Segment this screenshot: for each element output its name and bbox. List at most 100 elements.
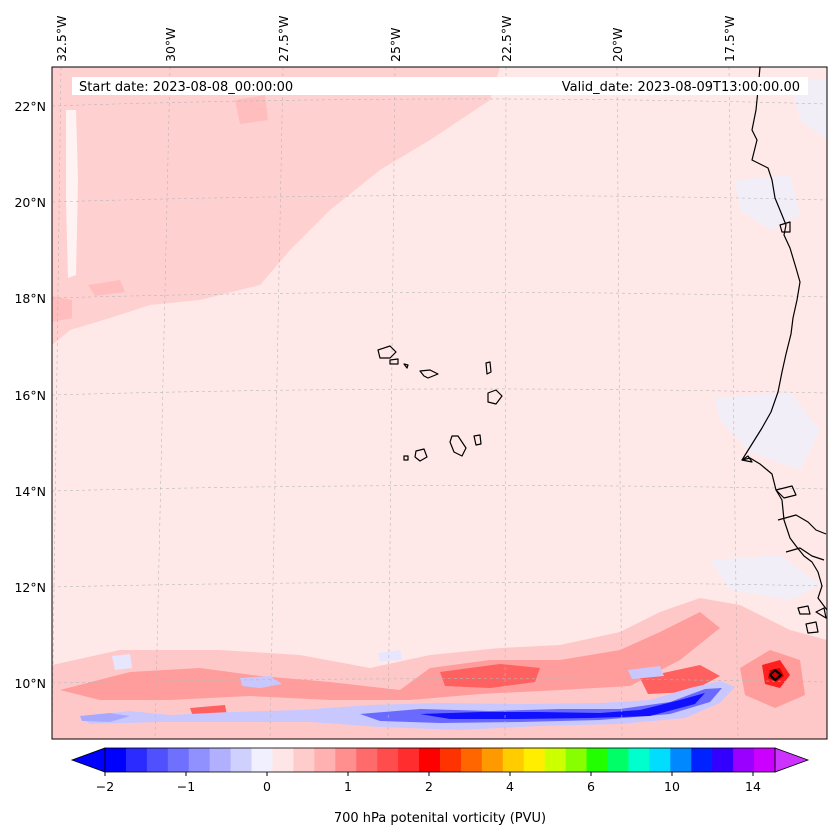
colorbar-cell: [105, 748, 127, 772]
coast-guinea-bissau-1: [777, 514, 827, 535]
colorbar-cell: [251, 748, 273, 772]
pv-light-region-nw: [52, 67, 500, 345]
longitude-labels: 32.5°W 30°W 27.5°W 25°W 22.5°W 20°W 17.5…: [54, 16, 737, 62]
island-maio: [473, 434, 482, 446]
gridlines: [52, 67, 827, 739]
lat-label-20n: 20°N: [14, 195, 46, 210]
colorbar-min-extension: [70, 747, 106, 773]
pv-maximum-contour: [768, 668, 783, 682]
lon-label-22-5w: 22.5°W: [499, 16, 514, 62]
colorbar-cell: [565, 748, 588, 772]
pv-negative-band-core: [420, 693, 705, 719]
colorbar-cell: [670, 748, 692, 772]
pv-light-spot-2: [235, 95, 268, 124]
africa-coastline: [741, 67, 827, 611]
pv-core-east: [640, 665, 720, 694]
colorbar-cell: [167, 748, 190, 772]
colorbar-cell: [691, 748, 713, 772]
cb-tick-label: 4: [506, 779, 514, 794]
latitude-labels: 22°N 20°N 18°N 16°N 14°N 12°N 10°N: [14, 99, 46, 691]
colorbar-cell: [146, 748, 169, 772]
pv-negative-small-east: [628, 666, 664, 679]
colorbar-cell: [398, 748, 420, 772]
lon-label-25w: 25°W: [388, 27, 403, 62]
colorbar-cells: [105, 748, 776, 772]
colorbar-cell: [733, 748, 755, 772]
pv-south-band-mid: [60, 612, 720, 700]
cb-tick-label: −1: [177, 779, 195, 794]
lon-label-27-5w: 27.5°W: [276, 16, 291, 62]
colorbar-cell: [440, 748, 462, 772]
colorbar-cell: [649, 748, 671, 772]
colorbar-cell: [754, 748, 776, 772]
colorbar-cell: [544, 748, 567, 772]
island-santo-antao: [377, 345, 397, 359]
island-boa-vista: [487, 389, 503, 405]
island-sao-vicente: [389, 358, 399, 365]
pv-core-central: [440, 664, 540, 688]
coast-bijagos-2: [805, 621, 819, 634]
colorbar-cell: [125, 748, 148, 772]
colorbar-cell: [502, 748, 525, 772]
pv-negative-small-mid: [240, 676, 282, 688]
lat-label-16n: 16°N: [14, 388, 46, 403]
cb-tick-label: 2: [425, 779, 433, 794]
pv-negative-small-2: [112, 654, 132, 670]
colorbar-title: 700 hPa potenital vorticity (PVU): [334, 811, 546, 826]
island-santa-luzia: [403, 363, 409, 369]
colorbar-cell: [712, 748, 734, 772]
lat-label-12n: 12°N: [14, 580, 46, 595]
lat-label-10n: 10°N: [14, 676, 46, 691]
pv-negative-small-1: [378, 650, 402, 661]
cb-tick-label: 10: [664, 779, 680, 794]
pv-light-spot-3: [52, 296, 72, 322]
colorbar-cell: [188, 748, 211, 772]
colorbar-tick-labels: −2 −1 0 1 2 4 6 10 14: [96, 779, 761, 794]
pv-weak-negative-east-1: [735, 175, 800, 230]
coast-gambia-estuary: [775, 485, 797, 499]
valid-date-label: Valid_date: 2023-08-09T13:00:00.00: [562, 80, 800, 95]
coast-dakar-peninsula: [741, 455, 753, 463]
coast-guinea-bissau-2: [785, 547, 825, 561]
colorbar-outline: [104, 747, 776, 773]
colorbar-cell: [460, 748, 483, 772]
colorbar-cell: [481, 748, 504, 772]
pv-white-streak: [66, 110, 78, 278]
pv-negative-small-west: [80, 713, 130, 722]
island-sao-nicolau: [419, 369, 439, 379]
pv-weak-negative-east-3: [710, 555, 820, 600]
cb-tick-label: 14: [745, 779, 761, 794]
pv-weak-negative-east-2: [715, 392, 820, 470]
coast-bijagos-1: [797, 605, 811, 615]
colorbar-cell: [335, 748, 357, 772]
lon-label-30w: 30°W: [163, 27, 178, 62]
colorbar-cell: [377, 748, 399, 772]
colorbar-cell: [419, 748, 441, 772]
colorbar-cell: [293, 748, 315, 772]
coast-canary-fragment: [779, 221, 791, 233]
start-date-label: Start date: 2023-08-08_00:00:00: [79, 80, 293, 95]
island-sal: [485, 361, 492, 375]
lon-label-32-5w: 32.5°W: [54, 16, 69, 62]
cb-tick-label: 6: [587, 779, 595, 794]
colorbar-max-extension: [774, 747, 810, 773]
map-panel: Start date: 2023-08-08_00:00:00 Valid_da…: [52, 67, 827, 739]
lon-label-17-5w: 17.5°W: [722, 16, 737, 62]
colorbar-cell: [586, 748, 608, 772]
lon-label-20w: 20°W: [610, 27, 625, 62]
pv-light-spot-1: [88, 280, 125, 296]
colorbar-cell: [607, 748, 629, 772]
colorbar-cell: [628, 748, 650, 772]
colorbar-cell: [356, 748, 378, 772]
island-fogo: [414, 448, 428, 462]
colorbar: −2 −1 0 1 2 4 6 10 14 700 hPa potenital …: [70, 747, 810, 826]
map-frame: [51, 66, 828, 740]
cape-verde-islands: [377, 345, 503, 462]
lat-label-18n: 18°N: [14, 291, 46, 306]
info-header-right-bg: [472, 77, 808, 95]
colorbar-cell: [209, 748, 232, 772]
cb-tick-label: 1: [344, 779, 352, 794]
info-header-left-bg: [72, 77, 472, 95]
lat-label-22n: 22°N: [14, 99, 46, 114]
